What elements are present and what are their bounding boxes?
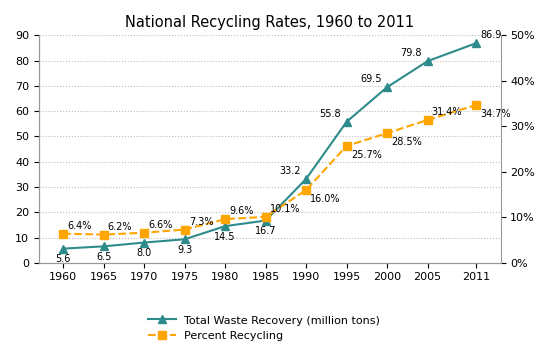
Text: 6.6%: 6.6% <box>148 220 173 230</box>
Total Waste Recovery (million tons) <box>100 244 107 248</box>
Text: 14.5: 14.5 <box>214 232 236 242</box>
Text: 6.5: 6.5 <box>96 252 111 262</box>
Percent Recycling <box>141 231 147 235</box>
Total Waste Recovery (million tons) <box>384 85 390 89</box>
Text: 34.7%: 34.7% <box>480 109 511 119</box>
Total Waste Recovery (million tons) <box>182 237 188 241</box>
Total Waste Recovery (million tons) <box>222 224 228 228</box>
Percent Recycling <box>262 215 269 219</box>
Text: 16.7: 16.7 <box>255 226 277 236</box>
Percent Recycling <box>100 232 107 237</box>
Line: Percent Recycling: Percent Recycling <box>59 101 480 239</box>
Text: 5.6: 5.6 <box>56 254 71 264</box>
Total Waste Recovery (million tons) <box>60 246 67 251</box>
Percent Recycling <box>182 228 188 232</box>
Total Waste Recovery (million tons) <box>303 177 310 181</box>
Text: 79.8: 79.8 <box>400 48 422 58</box>
Text: 55.8: 55.8 <box>320 109 341 119</box>
Text: 69.5: 69.5 <box>360 74 382 84</box>
Text: 8.0: 8.0 <box>136 248 152 258</box>
Text: 10.1%: 10.1% <box>270 204 300 214</box>
Text: 9.3: 9.3 <box>177 245 192 255</box>
Text: 7.3%: 7.3% <box>189 217 213 227</box>
Text: 86.9: 86.9 <box>480 30 502 40</box>
Text: 16.0%: 16.0% <box>310 194 341 204</box>
Total Waste Recovery (million tons) <box>141 240 147 245</box>
Percent Recycling <box>303 188 310 192</box>
Title: National Recycling Rates, 1960 to 2011: National Recycling Rates, 1960 to 2011 <box>125 15 414 30</box>
Total Waste Recovery (million tons) <box>262 218 269 223</box>
Text: 6.2%: 6.2% <box>108 222 133 232</box>
Text: 9.6%: 9.6% <box>229 206 254 216</box>
Total Waste Recovery (million tons) <box>425 59 431 63</box>
Text: 28.5%: 28.5% <box>391 137 422 147</box>
Total Waste Recovery (million tons) <box>343 120 350 124</box>
Percent Recycling <box>60 232 67 236</box>
Text: 33.2: 33.2 <box>279 166 301 176</box>
Line: Total Waste Recovery (million tons): Total Waste Recovery (million tons) <box>59 39 480 253</box>
Percent Recycling <box>384 131 390 135</box>
Total Waste Recovery (million tons) <box>473 41 480 45</box>
Percent Recycling <box>473 103 480 107</box>
Percent Recycling <box>343 144 350 148</box>
Text: 6.4%: 6.4% <box>67 221 92 231</box>
Percent Recycling <box>425 118 431 122</box>
Percent Recycling <box>222 217 228 221</box>
Legend: Total Waste Recovery (million tons), Percent Recycling: Total Waste Recovery (million tons), Per… <box>148 315 380 341</box>
Text: 31.4%: 31.4% <box>432 107 463 117</box>
Text: 25.7%: 25.7% <box>351 150 382 160</box>
